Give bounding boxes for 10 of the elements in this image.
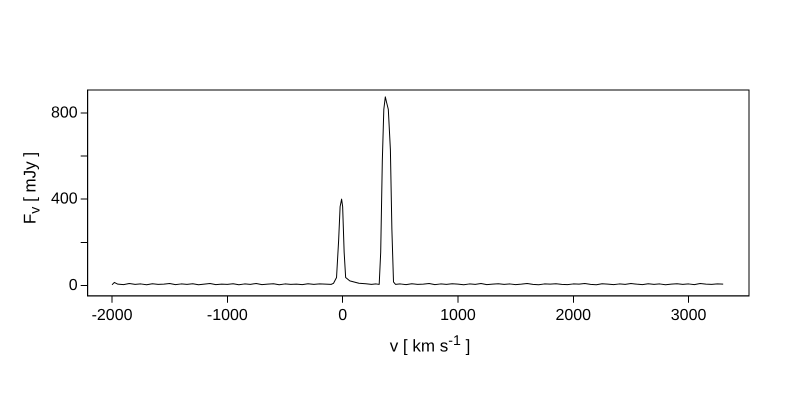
y-tick-label: 400 [50,190,78,208]
y-tick-label: 800 [50,104,78,122]
x-tick-label: 2000 [555,306,592,324]
x-tick-label: -2000 [92,306,133,324]
x-tick-label: 3000 [670,306,706,324]
y-tick-label: 0 [68,276,78,294]
x-tick-label: -1000 [206,306,248,324]
x-tick-label: 1000 [440,306,476,324]
x-axis-title: v [ km s$^{-1}$ ] [388,333,472,357]
x-tick-label: 0 [338,306,348,324]
